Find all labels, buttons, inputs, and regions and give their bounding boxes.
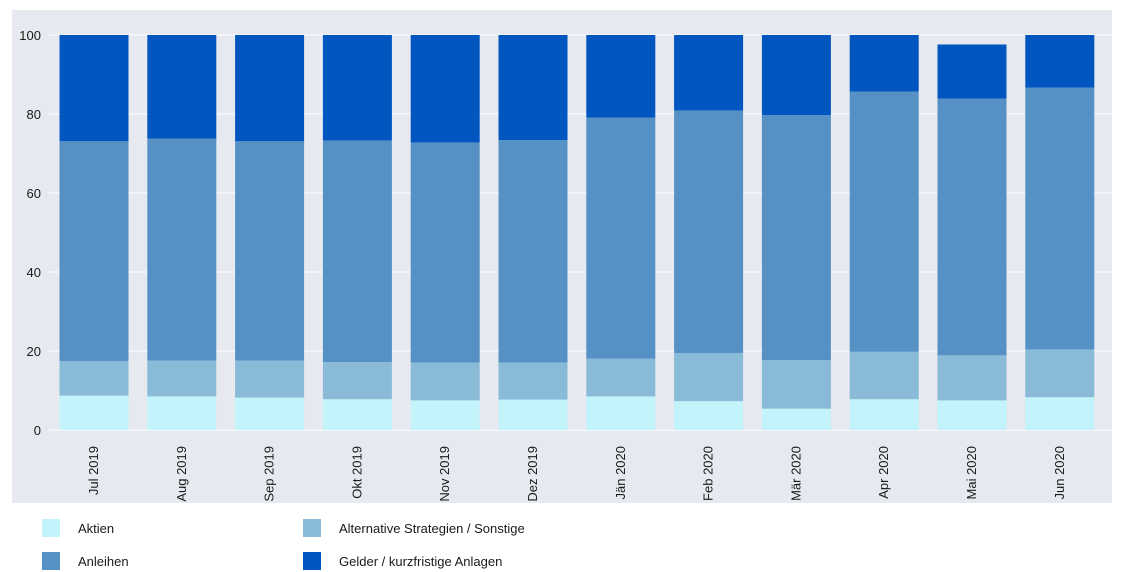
bar-aktien-sep-2019 <box>235 397 305 430</box>
bar-gelder-kurzfristige-anlagen-nov-2019 <box>410 35 480 143</box>
legend-label-anleihen: Anleihen <box>78 553 129 569</box>
bar-anleihen-okt-2019 <box>322 140 392 363</box>
bar-layer <box>59 35 1095 430</box>
x-tick-label: Feb 2020 <box>701 446 716 501</box>
bar-gelder-kurzfristige-anlagen-mai-2020 <box>937 44 1007 99</box>
bar-aktien-aug-2019 <box>147 396 217 430</box>
grid-layer <box>49 34 1112 431</box>
x-tick-label: Mär 2020 <box>788 446 803 501</box>
legend-swatch-gelder <box>303 552 321 570</box>
bar-aktien-nov-2019 <box>410 400 480 430</box>
legend-label-gelder: Gelder / kurzfristige Anlagen <box>339 553 503 569</box>
y-tick-label: 60 <box>27 186 41 201</box>
bar-gelder-kurzfristige-anlagen-j-n-2020 <box>586 35 656 118</box>
bar-alternative-strategien-sonstige-mai-2020 <box>937 355 1007 401</box>
y-axis: 0 20 40 60 80 100 <box>19 28 41 438</box>
bar-gelder-kurzfristige-anlagen-jul-2019 <box>59 35 129 142</box>
bar-gelder-kurzfristige-anlagen-jun-2020 <box>1025 35 1095 88</box>
x-tick-label: Sep 2019 <box>262 446 277 502</box>
x-tick-label: Okt 2019 <box>349 446 364 499</box>
bar-aktien-mai-2020 <box>937 400 1007 430</box>
bar-alternative-strategien-sonstige-feb-2020 <box>674 352 744 402</box>
bar-alternative-strategien-sonstige-aug-2019 <box>147 360 217 397</box>
bar-alternative-strategien-sonstige-nov-2019 <box>410 362 480 401</box>
y-tick-label: 20 <box>27 344 41 359</box>
bar-gelder-kurzfristige-anlagen-sep-2019 <box>235 35 305 142</box>
y-tick-label: 40 <box>27 265 41 280</box>
bar-anleihen-dez-2019 <box>498 140 568 363</box>
bar-anleihen-feb-2020 <box>674 110 744 353</box>
bar-alternative-strategien-sonstige-okt-2019 <box>322 362 392 400</box>
bar-gelder-kurzfristige-anlagen-dez-2019 <box>498 35 568 141</box>
bar-aktien-jul-2019 <box>59 395 129 430</box>
x-tick-label: Apr 2020 <box>876 446 891 499</box>
legend-item-aktien: Aktien <box>42 518 114 538</box>
bar-gelder-kurzfristige-anlagen-aug-2019 <box>147 35 217 139</box>
y-tick-label: 100 <box>19 28 41 43</box>
bar-alternative-strategien-sonstige-dez-2019 <box>498 362 568 400</box>
x-tick-label: Jul 2019 <box>86 446 101 495</box>
x-tick-label: Jun 2020 <box>1052 446 1067 500</box>
bar-gelder-kurzfristige-anlagen-feb-2020 <box>674 35 744 111</box>
y-tick-label: 80 <box>27 107 41 122</box>
chart-panel: 0 20 40 60 80 100 Jul 2019 Aug 2019 Sep 2019 Okt… <box>12 10 1112 503</box>
bar-aktien-feb-2020 <box>674 401 744 430</box>
bar-anleihen-mai-2020 <box>937 98 1007 356</box>
legend-item-alternative: Alternative Strategien / Sonstige <box>303 518 525 538</box>
bar-anleihen-apr-2020 <box>849 91 919 352</box>
bar-aktien-dez-2019 <box>498 399 568 430</box>
bar-aktien-m-r-2020 <box>761 408 831 430</box>
legend-label-aktien: Aktien <box>78 520 115 536</box>
bar-alternative-strategien-sonstige-jul-2019 <box>59 361 129 396</box>
legend-item-gelder: Gelder / kurzfristige Anlagen <box>303 551 502 571</box>
bar-anleihen-aug-2019 <box>147 138 217 361</box>
legend-item-anleihen: Anleihen <box>42 551 129 571</box>
bar-alternative-strategien-sonstige-jun-2020 <box>1025 349 1095 398</box>
bar-anleihen-j-n-2020 <box>586 117 656 359</box>
bar-anleihen-sep-2019 <box>235 141 305 361</box>
bar-anleihen-nov-2019 <box>410 142 480 363</box>
y-tick-label: 0 <box>34 423 41 438</box>
bar-gelder-kurzfristige-anlagen-m-r-2020 <box>761 35 831 116</box>
bar-alternative-strategien-sonstige-sep-2019 <box>235 360 305 398</box>
bar-aktien-apr-2020 <box>849 399 919 430</box>
x-tick-label: Dez 2019 <box>525 446 540 502</box>
bar-anleihen-jul-2019 <box>59 141 129 362</box>
bar-aktien-jun-2020 <box>1025 397 1095 430</box>
bar-alternative-strategien-sonstige-m-r-2020 <box>761 360 831 409</box>
bar-alternative-strategien-sonstige-apr-2020 <box>849 351 919 400</box>
bar-gelder-kurzfristige-anlagen-apr-2020 <box>849 35 919 92</box>
bar-gelder-kurzfristige-anlagen-okt-2019 <box>322 35 392 141</box>
x-axis: Jul 2019 Aug 2019 Sep 2019 Okt 2019 Nov 2019… <box>86 446 1067 502</box>
x-tick-label: Aug 2019 <box>174 446 189 502</box>
x-tick-label: Jän 2020 <box>613 446 628 500</box>
bar-alternative-strategien-sonstige-j-n-2020 <box>586 358 656 397</box>
legend-swatch-anleihen <box>42 552 60 570</box>
legend-label-alternative: Alternative Strategien / Sonstige <box>339 520 525 536</box>
bar-aktien-okt-2019 <box>322 399 392 430</box>
legend-swatch-alternative <box>303 519 321 537</box>
bar-aktien-j-n-2020 <box>586 396 656 430</box>
bar-anleihen-m-r-2020 <box>761 115 831 361</box>
stacked-bar-chart: 0 20 40 60 80 100 Jul 2019 Aug 2019 Sep 2019 Okt… <box>19 28 1112 502</box>
x-tick-label: Nov 2019 <box>437 446 452 502</box>
x-tick-label: Mai 2020 <box>964 446 979 499</box>
bar-anleihen-jun-2020 <box>1025 87 1095 350</box>
legend-swatch-aktien <box>42 519 60 537</box>
